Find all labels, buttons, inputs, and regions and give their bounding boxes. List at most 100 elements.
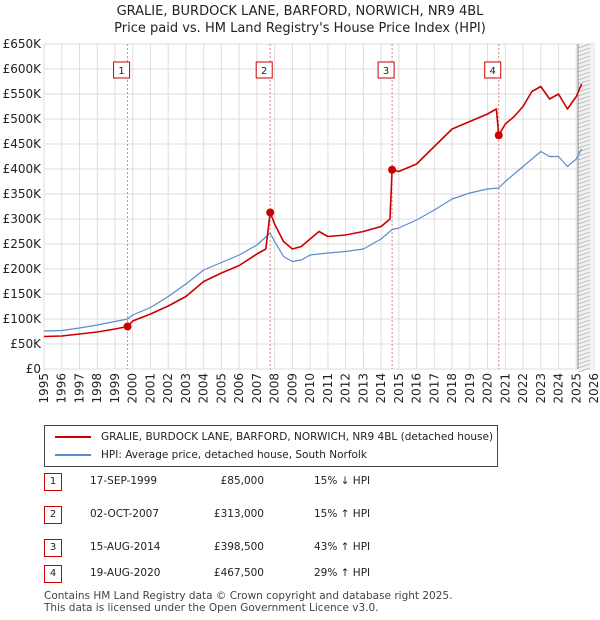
sale-box-label-3: 3 — [383, 66, 389, 77]
forecast-hatch — [577, 127, 591, 133]
sale-date: 17-SEP-1999 — [90, 475, 158, 487]
forecast-hatch — [577, 155, 591, 161]
sale-date: 15-AUG-2014 — [90, 541, 161, 553]
y-tick-label: £400K — [3, 162, 43, 176]
x-tick-label: 1999 — [108, 373, 122, 404]
forecast-region — [577, 43, 594, 373]
sale-row: 4 19-AUG-2020 £467,500 29% ↑ HPI — [44, 565, 564, 585]
sale-price: £398,500 — [213, 541, 264, 553]
forecast-hatch — [577, 351, 591, 357]
x-tick-label: 2018 — [445, 373, 459, 404]
footer-licence: This data is licensed under the Open Gov… — [44, 602, 379, 614]
x-tick-label: 2012 — [339, 373, 353, 404]
forecast-hatch — [577, 367, 591, 373]
forecast-hatch — [577, 91, 591, 97]
chart-series — [43, 83, 583, 338]
x-tick-label: 2022 — [516, 373, 530, 404]
sale-box-2 — [255, 61, 273, 79]
footer-copyright: Contains HM Land Registry data © Crown c… — [44, 590, 453, 602]
y-tick-label: £350K — [3, 187, 43, 201]
x-tick-label: 2021 — [498, 373, 512, 404]
x-tick-label: 1995 — [37, 373, 51, 404]
forecast-hatch — [577, 211, 591, 217]
forecast-hatch — [577, 131, 591, 137]
y-tick-label: £250K — [3, 237, 43, 251]
y-tick-label: £150K — [3, 287, 43, 301]
forecast-hatch — [577, 243, 591, 249]
sale-number-badge: 4 — [44, 565, 62, 583]
sale-price: £313,000 — [213, 508, 264, 520]
legend-label-property: GRALIE, BURDOCK LANE, BARFORD, NORWICH, … — [101, 431, 494, 443]
forecast-hatch — [577, 307, 591, 313]
forecast-hatch — [577, 331, 591, 337]
forecast-shade — [578, 44, 594, 369]
forecast-hatch — [577, 107, 591, 113]
forecast-hatch — [577, 203, 591, 209]
forecast-hatch — [577, 239, 591, 245]
forecast-hatch — [577, 319, 591, 325]
x-tick-label: 2007 — [250, 373, 264, 404]
x-tick-label: 2011 — [321, 373, 335, 404]
forecast-hatch — [577, 207, 591, 213]
forecast-hatch — [577, 251, 591, 257]
sale-hpi-change: 29% ↑ HPI — [314, 567, 371, 579]
y-tick-label: £50K — [10, 337, 42, 351]
sale-number-boxes: 1 2 3 4 — [113, 61, 502, 79]
x-tick-label: 2008 — [268, 373, 282, 404]
sale-points — [123, 131, 503, 331]
forecast-hatch — [577, 311, 591, 317]
sale-price: £467,500 — [213, 567, 264, 579]
forecast-hatch — [577, 119, 591, 125]
forecast-hatch — [577, 315, 591, 321]
x-tick-label: 2003 — [179, 373, 193, 404]
sale-box-3 — [377, 61, 395, 79]
forecast-hatch — [577, 123, 591, 129]
forecast-hatch — [577, 135, 591, 141]
x-tick-label: 2010 — [303, 373, 317, 404]
forecast-hatch — [577, 259, 591, 265]
sale-point-1 — [123, 322, 132, 331]
sale-number-badge: 3 — [44, 539, 62, 557]
forecast-hatch — [577, 287, 591, 293]
sale-row: 3 15-AUG-2014 £398,500 43% ↑ HPI — [44, 539, 564, 559]
sale-point-2 — [266, 208, 275, 217]
forecast-hatch — [577, 43, 591, 49]
forecast-hatch — [577, 163, 591, 169]
sale-box-1 — [113, 61, 131, 79]
forecast-hatch — [577, 183, 591, 189]
forecast-hatch — [577, 199, 591, 205]
sale-hpi-change: 15% ↓ HPI — [314, 475, 371, 487]
y-tick-label: £450K — [3, 137, 43, 151]
forecast-hatch — [577, 99, 591, 105]
price-chart: 1 2 3 4 £0 £50K £100K £150K £200K £250K £300K £350… — [3, 37, 600, 404]
x-tick-label: 2024 — [552, 373, 566, 404]
x-tick-label: 1998 — [90, 373, 104, 404]
sale-row: 2 02-OCT-2007 £313,000 15% ↑ HPI — [44, 506, 564, 526]
forecast-hatch — [577, 219, 591, 225]
x-tick-label: 2006 — [232, 373, 246, 404]
sale-point-3 — [388, 165, 397, 174]
forecast-hatch — [577, 303, 591, 309]
forecast-hatch — [577, 87, 591, 93]
sale-row: 1 17-SEP-1999 £85,000 15% ↓ HPI — [44, 473, 564, 493]
forecast-hatch — [577, 215, 591, 221]
forecast-hatch — [577, 247, 591, 253]
forecast-hatch — [577, 335, 591, 341]
legend: GRALIE, BURDOCK LANE, BARFORD, NORWICH, … — [44, 425, 498, 467]
x-tick-label: 2002 — [161, 373, 175, 404]
series-line-property — [43, 83, 583, 338]
x-tick-label: 2009 — [285, 373, 299, 404]
forecast-hatch — [577, 63, 591, 69]
forecast-hatch — [577, 171, 591, 177]
forecast-hatch — [577, 139, 591, 145]
forecast-hatch — [577, 227, 591, 233]
x-tick-label: 1996 — [55, 373, 69, 404]
sale-number-badge: 1 — [44, 473, 62, 491]
y-axis: £0 £50K £100K £150K £200K £250K £300K £350K £400… — [3, 37, 43, 376]
forecast-hatch — [577, 279, 591, 285]
x-tick-label: 1997 — [72, 373, 86, 404]
forecast-hatch — [577, 275, 591, 281]
forecast-hatch — [577, 339, 591, 345]
x-tick-label: 2001 — [143, 373, 157, 404]
forecast-hatch — [577, 291, 591, 297]
